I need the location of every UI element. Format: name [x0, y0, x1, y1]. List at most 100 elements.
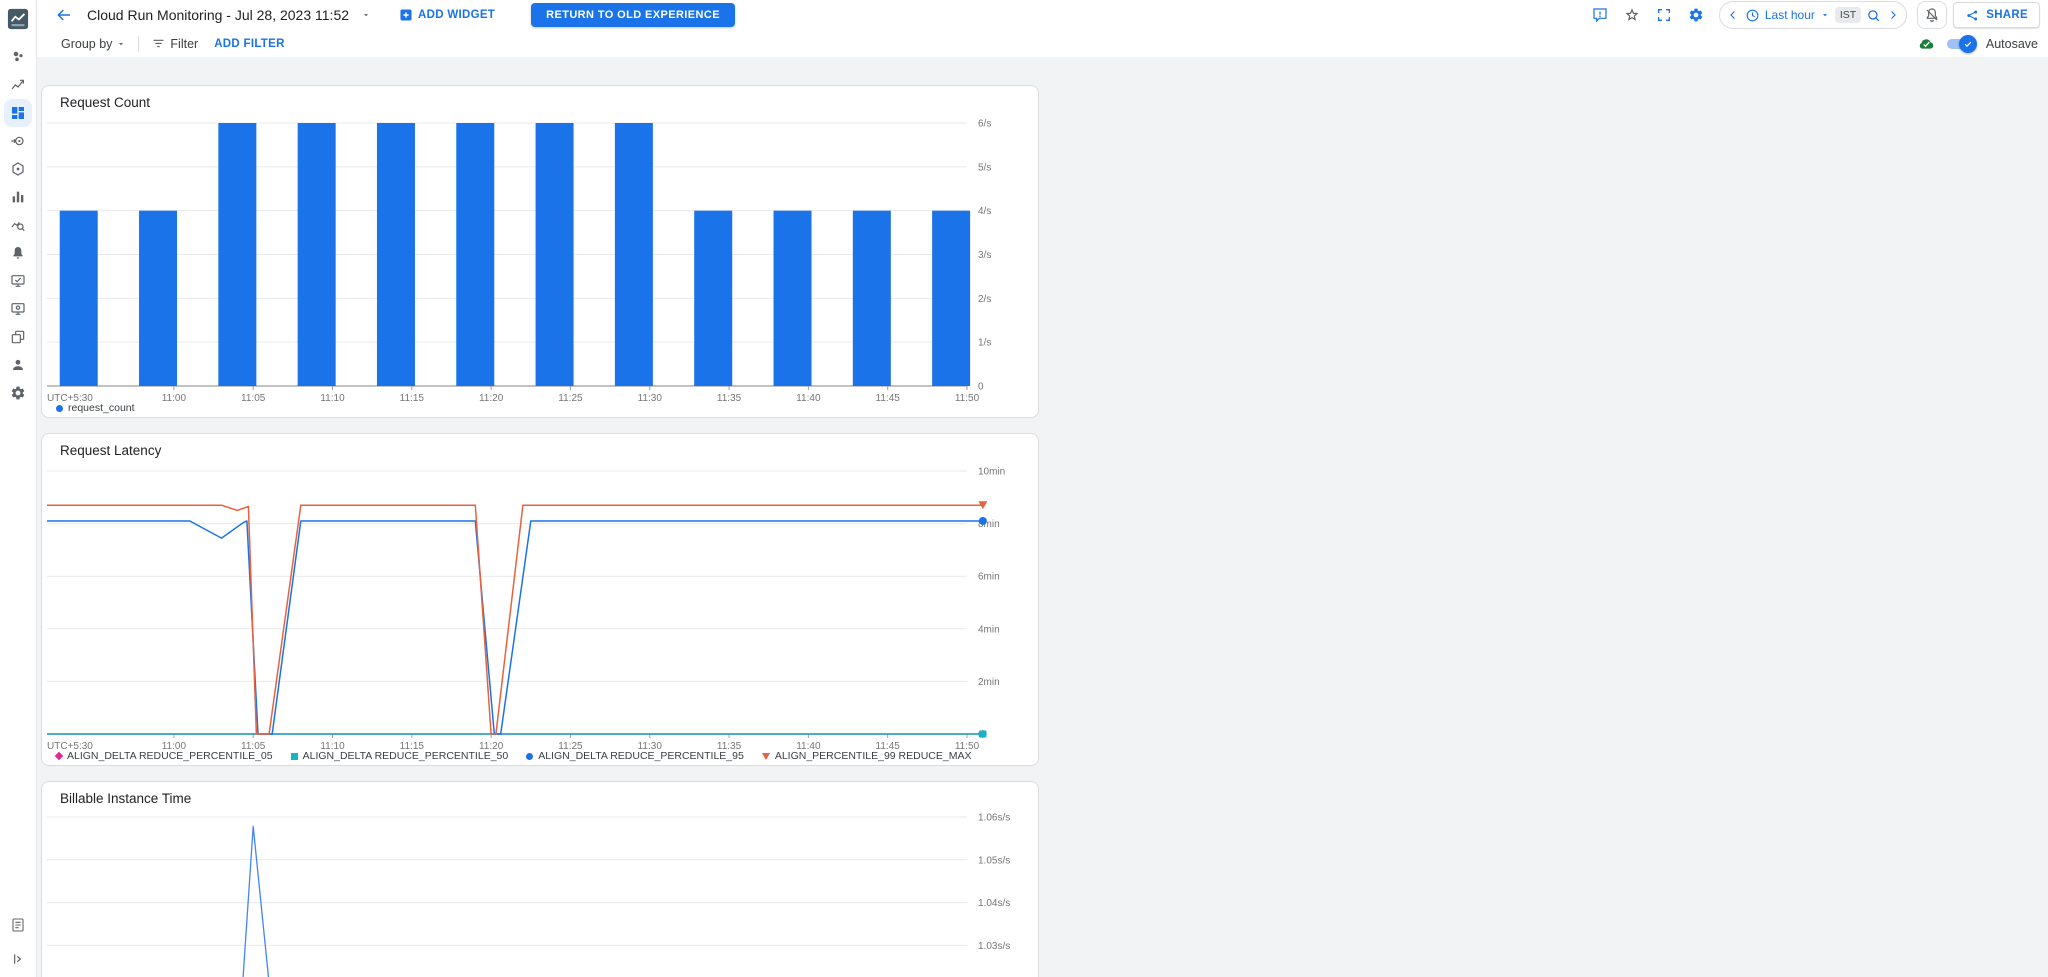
svg-text:8min: 8min [978, 519, 1000, 530]
mosaic-icon[interactable] [4, 323, 32, 351]
settings-gear-icon[interactable] [1683, 2, 1709, 28]
add-widget-button[interactable]: ADD WIDGET [399, 8, 495, 22]
billable-instance-time-chart[interactable]: 1s/s1.01s/s1.02s/s1.03s/s1.04s/s1.05s/s1… [42, 782, 1038, 977]
integrations-icon[interactable] [4, 127, 32, 155]
top-header: Cloud Run Monitoring - Jul 28, 2023 11:5… [37, 0, 2048, 30]
add-filter-button[interactable]: ADD FILTER [214, 37, 285, 50]
circle-legend-marker-icon [526, 752, 534, 760]
svg-text:5/s: 5/s [978, 162, 991, 173]
feedback-icon[interactable] [1587, 2, 1613, 28]
svg-text:1.06s/s: 1.06s/s [978, 813, 1010, 824]
chart-plot: 02min4min6min8min10min11:0011:0511:1011:… [47, 467, 1005, 752]
legend-item[interactable]: request_count [56, 402, 135, 414]
chart-title: Request Latency [60, 443, 162, 458]
request-count-chart[interactable]: 0 1/s 2/s 3/s 4/s 5/s 6/s 11:00 11:05 11:10 11:15 1… [42, 86, 1038, 417]
chart-title: Request Count [60, 95, 151, 110]
svg-text:1.05s/s: 1.05s/s [978, 855, 1010, 866]
filter-list-icon [151, 36, 166, 51]
svg-text:11:10: 11:10 [320, 741, 345, 752]
triangle-legend-marker-icon [761, 752, 770, 760]
legend-item[interactable]: ALIGN_DELTA REDUCE_PERCENTILE_50 [290, 750, 509, 762]
release-notes-icon[interactable] [0, 917, 36, 933]
time-caret-down-icon[interactable] [1820, 10, 1830, 20]
svg-text:11:40: 11:40 [796, 393, 821, 404]
group-by-dropdown[interactable]: Group by [61, 37, 126, 51]
chevron-left-icon[interactable] [1726, 8, 1740, 22]
chart-legend: request_count [56, 402, 135, 414]
dashboards-icon[interactable] [4, 99, 32, 127]
svg-text:11:05: 11:05 [241, 393, 266, 404]
legend-label: request_count [68, 402, 135, 414]
search-icon[interactable] [1866, 8, 1881, 23]
alerts-off-icon [1924, 7, 1940, 23]
svg-text:11:00: 11:00 [162, 741, 187, 752]
svg-text:1.03s/s: 1.03s/s [978, 941, 1010, 952]
chart-card-billable-instance-time: Billable Instance Time 1s/s1.01s/s1.02s/… [41, 781, 1039, 977]
svg-text:11:45: 11:45 [876, 741, 901, 752]
groups-icon[interactable] [4, 43, 32, 71]
svg-text:UTC+5:30: UTC+5:30 [47, 393, 93, 404]
group-by-caret-icon [116, 39, 126, 49]
svg-text:11:15: 11:15 [400, 393, 425, 404]
request-latency-chart[interactable]: 02min4min6min8min10min11:0011:0511:1011:… [42, 434, 1038, 765]
svg-text:11:45: 11:45 [876, 393, 901, 404]
autosave-toggle[interactable] [1945, 34, 1977, 53]
timezone-badge[interactable]: IST [1834, 7, 1862, 23]
svg-text:6/s: 6/s [978, 119, 991, 130]
svg-text:4/s: 4/s [978, 206, 991, 217]
chart-search-icon[interactable] [4, 211, 32, 239]
svg-text:11:40: 11:40 [796, 741, 821, 752]
person-icon[interactable] [4, 351, 32, 379]
svg-text:0: 0 [978, 382, 984, 393]
left-nav-sidebar [0, 0, 37, 977]
share-icon [1965, 8, 1980, 23]
svg-text:11:20: 11:20 [479, 393, 504, 404]
circle-legend-marker-icon [56, 404, 63, 412]
chart-plot: 0 1/s 2/s 3/s 4/s 5/s 6/s 11:00 11:05 11:10 11:15 1… [47, 119, 991, 404]
svg-text:11:00: 11:00 [162, 393, 187, 404]
legend-label: ALIGN_DELTA REDUCE_PERCENTILE_50 [302, 750, 509, 762]
svg-text:3/s: 3/s [978, 250, 991, 261]
metrics-explorer-icon[interactable] [4, 71, 32, 99]
legend-item[interactable]: ALIGN_DELTA REDUCE_PERCENTILE_05 [54, 750, 273, 762]
page-title[interactable]: Cloud Run Monitoring - Jul 28, 2023 11:5… [87, 7, 350, 23]
dashboard-grid: Request Count 0 1/s 2/s 3/s 4/s 5/s 6/s 11:00 11… [37, 57, 2048, 977]
svg-text:11:15: 11:15 [400, 741, 425, 752]
uptime-monitor-icon[interactable] [4, 267, 32, 295]
share-button[interactable]: SHARE [1953, 2, 2040, 28]
chart-title: Billable Instance Time [60, 791, 192, 806]
alerting-bell-icon[interactable] [4, 239, 32, 267]
return-to-old-experience-button[interactable]: RETURN TO OLD EXPERIENCE [531, 3, 735, 27]
legend-item[interactable]: ALIGN_PERCENTILE_99 REDUCE_MAX [761, 750, 971, 762]
add-widget-icon [399, 8, 413, 22]
svg-text:11:30: 11:30 [638, 741, 663, 752]
group-by-label: Group by [61, 36, 113, 51]
time-range-label[interactable]: Last hour [1764, 8, 1815, 22]
chart-card-request-latency: Request Latency 02min4min6min8min10min11… [41, 433, 1039, 766]
svg-text:11:50: 11:50 [955, 393, 980, 404]
svg-text:1.04s/s: 1.04s/s [978, 898, 1010, 909]
toggle-knob [1958, 34, 1977, 53]
services-icon[interactable] [4, 155, 32, 183]
alerts-off-button[interactable] [1917, 1, 1948, 29]
synthetic-monitor-icon[interactable] [4, 295, 32, 323]
bar-chart-icon[interactable] [4, 183, 32, 211]
title-caret-down-icon[interactable] [361, 10, 371, 20]
svg-text:11:20: 11:20 [479, 741, 504, 752]
svg-text:11:05: 11:05 [241, 741, 266, 752]
legend-label: ALIGN_DELTA REDUCE_PERCENTILE_05 [67, 750, 273, 762]
filter-button[interactable]: Filter [151, 36, 198, 51]
fullscreen-icon[interactable] [1651, 2, 1677, 28]
expand-nav-icon[interactable] [0, 951, 36, 967]
main-column: Cloud Run Monitoring - Jul 28, 2023 11:5… [37, 0, 2048, 977]
svg-text:1/s: 1/s [978, 338, 991, 349]
chart-plot: 1s/s1.01s/s1.02s/s1.03s/s1.04s/s1.05s/s1… [47, 813, 1010, 977]
star-icon[interactable] [1619, 2, 1645, 28]
svg-text:6min: 6min [978, 572, 1000, 583]
legend-item[interactable]: ALIGN_DELTA REDUCE_PERCENTILE_95 [526, 750, 744, 762]
back-arrow-icon[interactable] [51, 2, 77, 28]
legend-label: ALIGN_DELTA REDUCE_PERCENTILE_95 [538, 750, 744, 762]
chevron-right-icon[interactable] [1886, 8, 1900, 22]
monitoring-logo [6, 7, 30, 31]
gear-icon[interactable] [4, 379, 32, 407]
